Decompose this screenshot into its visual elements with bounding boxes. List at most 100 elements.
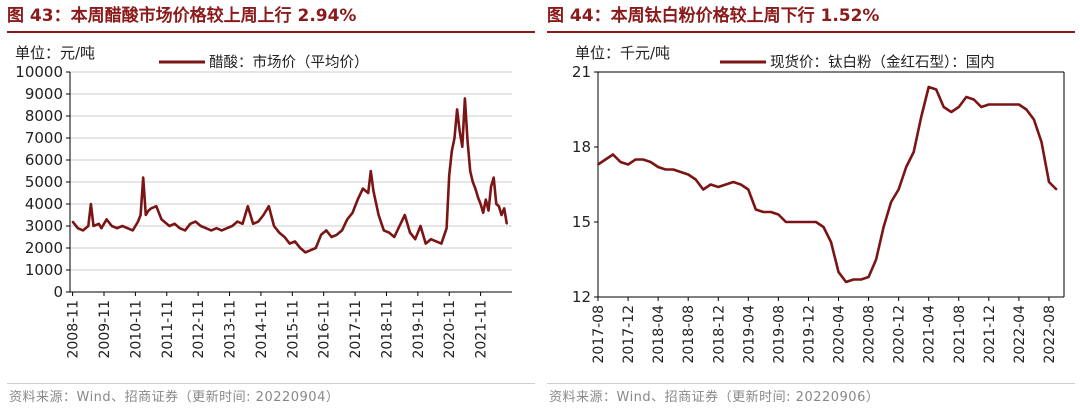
data-point (92, 225, 95, 227)
data-point (356, 198, 359, 201)
y-tick-label: 4000 (25, 195, 63, 213)
y-tick-label: 2000 (25, 239, 63, 257)
data-point (995, 103, 998, 106)
data-point (278, 231, 281, 234)
data-point (482, 211, 485, 214)
x-tick-label: 2022-08 (1042, 305, 1058, 364)
x-tick-label: 2018-11 (379, 300, 395, 359)
data-point (852, 278, 855, 281)
data-point (927, 86, 930, 88)
data-point (210, 229, 213, 232)
source-divider (547, 383, 1075, 384)
x-tick-label: 2011-11 (160, 300, 176, 359)
data-point (897, 188, 900, 191)
data-point (860, 278, 862, 281)
data-point (965, 96, 968, 98)
data-point (762, 211, 765, 213)
data-point (320, 233, 322, 236)
data-point (168, 225, 171, 227)
x-tick-label: 2019-12 (801, 305, 817, 364)
data-point (770, 211, 772, 213)
data-point (845, 281, 847, 283)
chart-panel-acetic-acid: 图 43：本周醋酸市场价格较上周上行 2.94% 单位：元/吨 0 1000 2000… (7, 0, 535, 412)
data-point (341, 229, 343, 232)
data-point (905, 166, 908, 168)
data-point (440, 242, 443, 245)
data-point (369, 170, 372, 172)
data-point (1010, 103, 1013, 106)
data-point (785, 221, 787, 223)
data-point (131, 229, 134, 232)
data-point (920, 116, 923, 118)
data-point (288, 242, 291, 245)
data-point (199, 225, 202, 227)
x-tick-label: 2017-08 (591, 305, 607, 364)
data-point (1048, 181, 1050, 183)
data-point (867, 276, 870, 278)
chart-title: 图 44：本周钛白粉价格较上周下行 1.52% (547, 6, 880, 26)
data-point (597, 163, 599, 166)
y-tick-label: 15 (572, 213, 591, 231)
y-tick-label: 10000 (15, 63, 63, 81)
data-point (90, 203, 92, 205)
source-note: 资料来源：Wind、招商证券（更新时间: 20220906） (549, 390, 880, 405)
data-point (604, 158, 607, 161)
data-point (351, 211, 354, 214)
data-point (144, 214, 147, 216)
y-tick-label: 7000 (25, 129, 63, 147)
data-point (220, 229, 223, 232)
title-underline (547, 31, 1075, 33)
x-tick-label: 2021-11 (474, 300, 490, 359)
x-tick-label: 2017-11 (348, 300, 364, 359)
data-point (739, 183, 742, 186)
x-tick-label: 2020-12 (892, 305, 908, 364)
y-tick-label: 5000 (25, 173, 63, 191)
data-point (912, 151, 915, 153)
data-point (231, 225, 234, 227)
data-point (679, 171, 682, 173)
data-point (382, 229, 385, 232)
data-point (950, 111, 953, 113)
data-point (777, 213, 780, 216)
data-point (1033, 118, 1035, 121)
data-point (178, 227, 181, 230)
y-tick-label: 9000 (25, 85, 63, 103)
unit-label: 单位：千元/吨 (575, 44, 670, 62)
data-point (372, 189, 375, 192)
legend-label: 醋酸：市场价（平均价） (209, 54, 369, 71)
x-tick-label: 2019-04 (741, 305, 757, 364)
x-tick-label: 2015-11 (285, 300, 301, 359)
data-point (807, 221, 810, 223)
data-point (160, 218, 163, 221)
data-point (158, 211, 160, 214)
data-point (471, 181, 474, 183)
data-point (957, 106, 960, 108)
data-point (657, 166, 659, 168)
data-point (837, 271, 840, 273)
y-tick-label: 12 (572, 288, 591, 306)
data-point (732, 181, 735, 183)
data-point (461, 145, 464, 148)
title-underline (7, 31, 535, 33)
data-point (393, 236, 396, 238)
data-point (105, 218, 108, 221)
data-point (619, 161, 622, 163)
data-point (137, 220, 139, 223)
data-point (194, 220, 197, 223)
x-tick-label: 2021-08 (952, 305, 968, 364)
data-point (987, 103, 990, 106)
source-divider (7, 383, 535, 384)
data-point (456, 108, 458, 111)
data-point (252, 222, 255, 225)
x-tick-label: 2018-08 (681, 305, 697, 364)
data-point (121, 225, 124, 227)
data-point (299, 247, 302, 249)
data-point (500, 214, 503, 216)
source-note: 资料来源：Wind、招商证券（更新时间: 20220904） (9, 390, 340, 405)
data-point (398, 225, 401, 227)
x-tick-label: 2009-11 (97, 300, 113, 359)
data-point (126, 227, 129, 230)
x-tick-label: 2022-04 (1012, 305, 1028, 364)
data-point (273, 225, 275, 227)
x-tick-label: 2019-11 (411, 300, 427, 359)
